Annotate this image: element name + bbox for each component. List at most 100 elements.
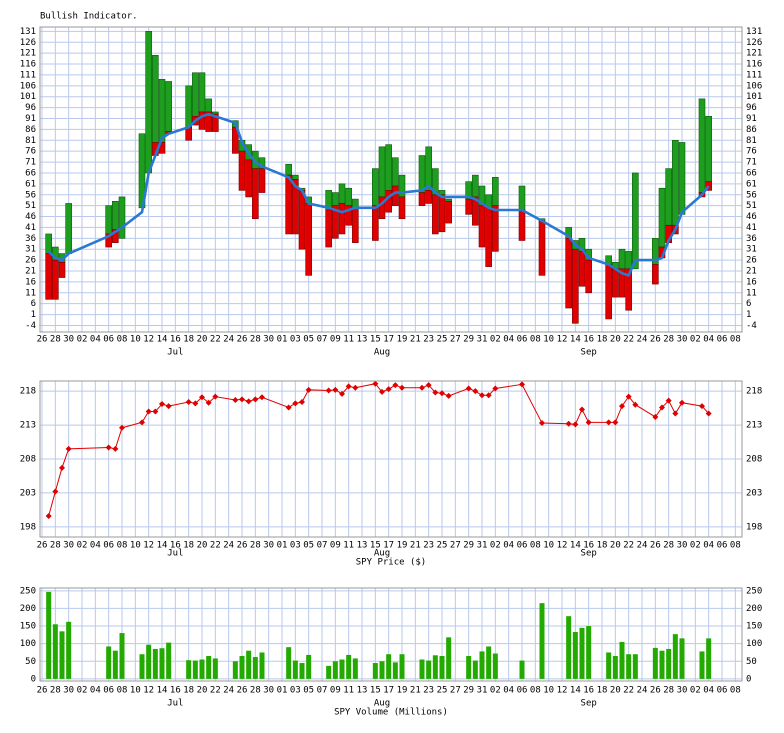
y-tick-label: 21 bbox=[25, 267, 36, 277]
volume-bar bbox=[119, 633, 125, 679]
down-bar bbox=[325, 209, 332, 248]
volume-bar bbox=[606, 652, 612, 679]
x-tick-label: 23 bbox=[423, 686, 434, 696]
x-tick-label: 27 bbox=[450, 686, 461, 696]
y-tick-label: 61 bbox=[746, 179, 757, 189]
volume-bar bbox=[446, 637, 452, 679]
indicator-line bbox=[47, 112, 710, 277]
down-bar bbox=[45, 253, 52, 300]
x-tick-label: 10 bbox=[543, 686, 554, 696]
price-point bbox=[472, 388, 479, 395]
price-point bbox=[432, 389, 439, 396]
volume-bar bbox=[106, 646, 112, 679]
volume-bar bbox=[672, 634, 678, 679]
price-point bbox=[392, 382, 399, 389]
x-tick-label: 28 bbox=[50, 335, 61, 345]
x-tick-label: 29 bbox=[463, 335, 474, 345]
price-point bbox=[65, 445, 72, 452]
y-tick-label: 11 bbox=[25, 288, 36, 298]
y-tick-label: 31 bbox=[746, 245, 757, 255]
plot-border bbox=[39, 26, 743, 333]
x-tick-label: 28 bbox=[50, 686, 61, 696]
x-tick-label: 16 bbox=[170, 686, 181, 696]
x-tick-label: 16 bbox=[583, 541, 594, 551]
x-tick-label: 08 bbox=[117, 335, 128, 345]
price-point bbox=[192, 400, 199, 407]
y-tick-label: 46 bbox=[746, 212, 757, 222]
price-point bbox=[52, 488, 59, 495]
y-tick-label: 56 bbox=[746, 190, 757, 200]
price-point bbox=[345, 383, 352, 390]
x-tick-label: 04 bbox=[703, 541, 714, 551]
down-bar bbox=[252, 168, 259, 220]
x-tick-label: 23 bbox=[423, 335, 434, 345]
y-tick-label: 100 bbox=[20, 639, 36, 649]
y-tick-label: 126 bbox=[20, 38, 36, 48]
volume-bar bbox=[352, 658, 358, 679]
x-tick-label: 28 bbox=[663, 686, 674, 696]
y-tick-label: 46 bbox=[25, 212, 36, 222]
x-tick-label: 18 bbox=[183, 686, 194, 696]
y-tick-label: 218 bbox=[746, 387, 762, 397]
price-point bbox=[665, 397, 672, 404]
x-tick-label: 26 bbox=[650, 541, 661, 551]
x-tick-label: 09 bbox=[330, 541, 341, 551]
up-bar bbox=[378, 146, 386, 198]
up-bar bbox=[105, 205, 112, 235]
x-tick-label: 20 bbox=[197, 686, 208, 696]
month-label: Jul bbox=[167, 699, 183, 709]
y-tick-label: 111 bbox=[746, 70, 762, 80]
volume-bar bbox=[699, 651, 705, 679]
x-tick-label: 12 bbox=[143, 686, 154, 696]
down-bar bbox=[565, 238, 572, 309]
price-point bbox=[105, 444, 112, 451]
x-tick-label: 11 bbox=[343, 335, 354, 345]
volume-bar bbox=[652, 647, 658, 679]
y-tick-label: 61 bbox=[25, 179, 36, 189]
x-tick-label: 12 bbox=[557, 335, 568, 345]
price-point bbox=[112, 445, 119, 452]
down-bar bbox=[372, 205, 379, 241]
up-bar bbox=[672, 139, 679, 226]
down-bar bbox=[425, 190, 432, 204]
volume-bar bbox=[306, 654, 312, 679]
x-tick-label: 30 bbox=[63, 686, 74, 696]
volume-bar bbox=[706, 638, 712, 679]
x-tick-label: 26 bbox=[237, 335, 248, 345]
volume-bar bbox=[192, 660, 198, 679]
y-tick-label: 81 bbox=[25, 136, 36, 146]
x-tick-label: 15 bbox=[370, 541, 381, 551]
y-tick-label: 126 bbox=[746, 38, 762, 48]
x-tick-label: 12 bbox=[557, 686, 568, 696]
x-tick-label: 08 bbox=[730, 541, 741, 551]
up-bar bbox=[152, 55, 159, 143]
y-tick-label: 81 bbox=[746, 136, 757, 146]
y-tick-label: 198 bbox=[746, 522, 762, 532]
price-point bbox=[332, 386, 339, 393]
y-tick-label: 200 bbox=[20, 604, 36, 614]
price-point bbox=[705, 410, 712, 417]
y-tick-label: 106 bbox=[746, 81, 762, 91]
up-bar bbox=[658, 187, 666, 248]
up-bar bbox=[332, 192, 339, 206]
y-tick-label: 218 bbox=[20, 387, 36, 397]
up-bar bbox=[352, 198, 359, 209]
y-tick-label: 121 bbox=[746, 49, 762, 59]
volume-bar bbox=[199, 659, 205, 679]
y-tick-label: 71 bbox=[746, 158, 757, 168]
y-tick-label: 198 bbox=[20, 522, 36, 532]
y-tick-label: 76 bbox=[746, 147, 757, 157]
y-tick-label: 100 bbox=[746, 639, 762, 649]
x-tick-label: 28 bbox=[250, 335, 261, 345]
volume-bar bbox=[339, 659, 345, 679]
up-bar bbox=[45, 233, 52, 254]
y-tick-label: 0 bbox=[31, 674, 36, 684]
x-tick-label: 09 bbox=[330, 686, 341, 696]
x-tick-label: 06 bbox=[517, 686, 528, 696]
x-tick-label: 14 bbox=[157, 541, 168, 551]
down-bar bbox=[298, 190, 306, 250]
volume-bar bbox=[619, 641, 625, 679]
x-tick-label: 11 bbox=[343, 541, 354, 551]
x-tick-label: 28 bbox=[663, 541, 674, 551]
x-tick-label: 30 bbox=[677, 541, 688, 551]
